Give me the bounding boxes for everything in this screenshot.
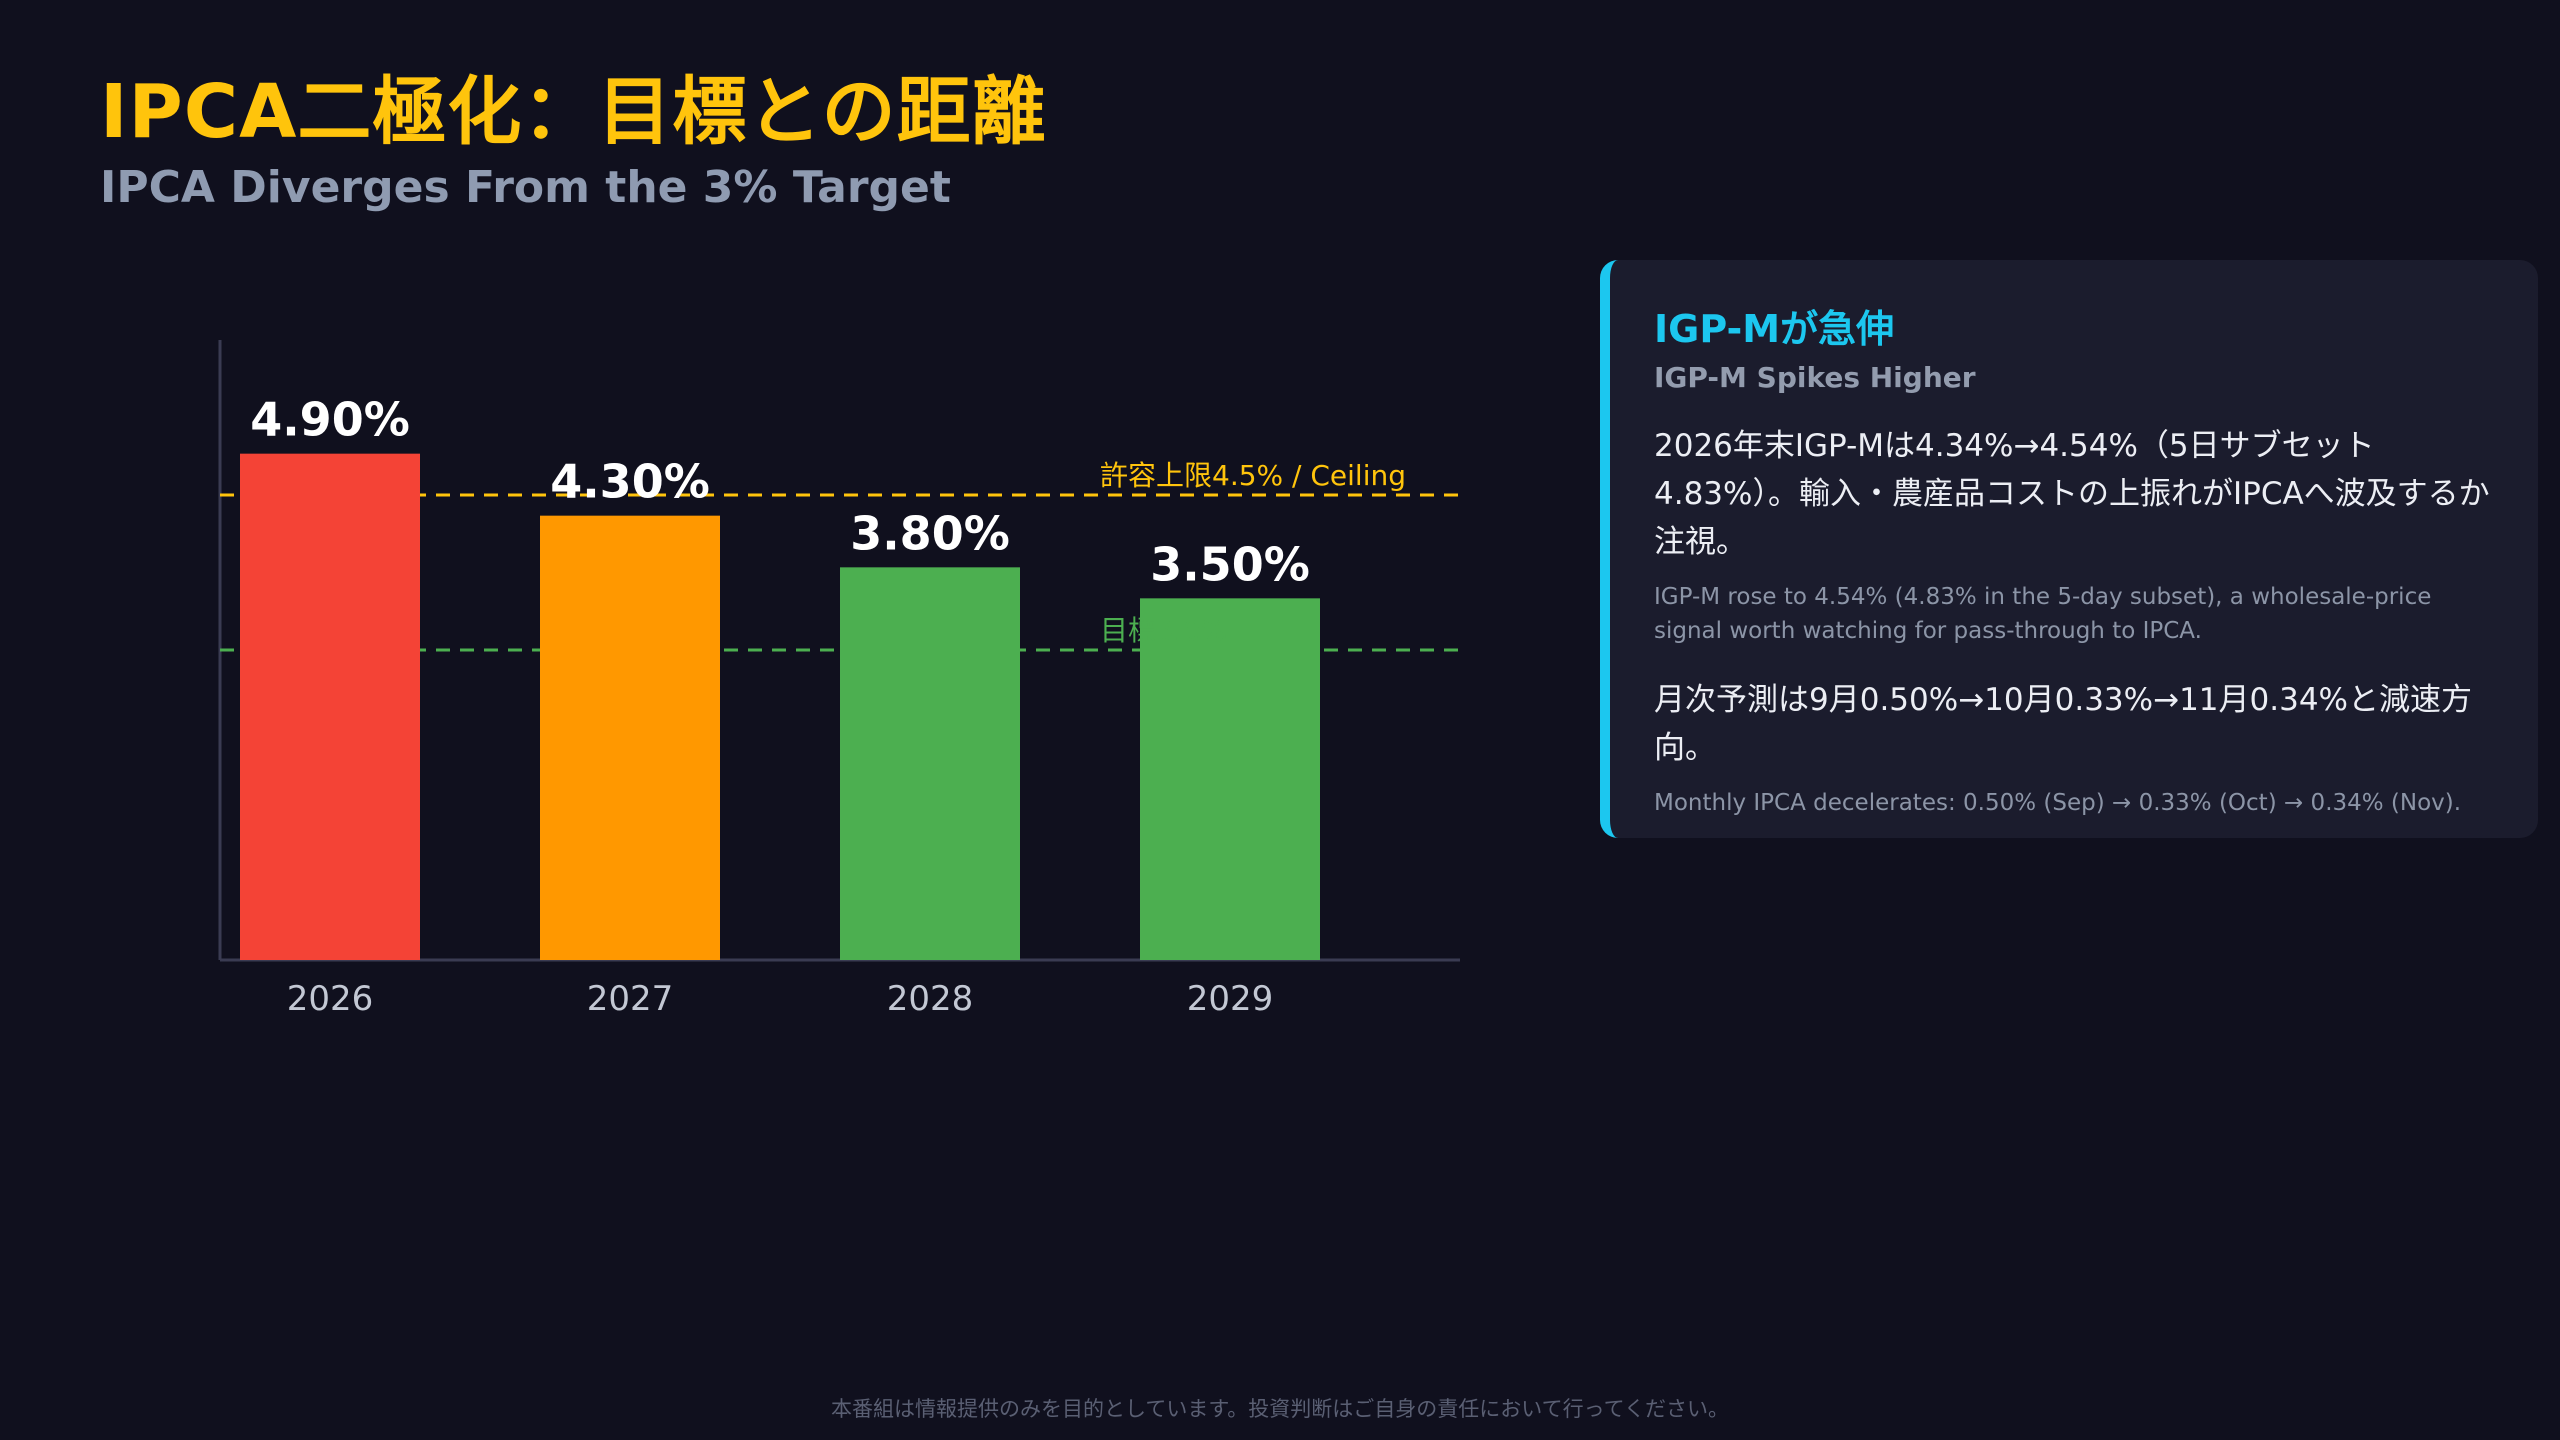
ipca-bar-chart: 4.90% 2026 4.30% 2027 3.80% 2028 3.50% 2029 許容上限… xyxy=(140,300,1480,1060)
card-paragraph-1-en: IGP-M rose to 4.54% (4.83% in the 5-day … xyxy=(1654,584,2432,644)
card-paragraph-2-jp: 月次予測は9月0.50%→10月0.33%→11月0.34%と減速方向。 xyxy=(1654,682,2473,766)
reference-line-label-2: 目標3.0% xyxy=(1100,614,1227,647)
card-paragraph-1-jp: 2026年末IGP-Mは4.34%→4.54%（5日サブセット4.83%）。輸入… xyxy=(1654,428,2490,560)
card-subtitle: IGP-M Spikes Higher xyxy=(1654,361,1976,394)
page-subtitle: IPCA Diverges From the 3% Target xyxy=(100,162,951,213)
bar-value-label-2028: 3.80% xyxy=(850,506,1010,560)
bar-value-label-2027: 4.30% xyxy=(550,455,710,509)
disclaimer: 本番組は情報提供のみを目的としています。投資判断はご自身の責任において行ってくだ… xyxy=(831,1397,1729,1421)
reference-line-label-1: 許容上限4.5% / Ceiling xyxy=(1100,459,1406,492)
card-paragraph-2-en: Monthly IPCA decelerates: 0.50% (Sep) → … xyxy=(1654,790,2462,816)
bar-2027 xyxy=(540,515,720,960)
bar-2029 xyxy=(1140,598,1320,960)
x-tick-label-2029: 2029 xyxy=(1187,979,1274,1019)
bar-value-label-2029: 3.50% xyxy=(1150,537,1310,591)
bar-2028 xyxy=(840,567,1020,960)
chart-canvas: 4.90% 2026 4.30% 2027 3.80% 2028 3.50% 2029 許容上限… xyxy=(218,340,1460,1019)
x-tick-label-2027: 2027 xyxy=(587,979,674,1019)
info-card: IGP-Mが急伸 IGP-M Spikes Higher 2026年末IGP-M… xyxy=(1600,260,2538,838)
bar-value-label-2026: 4.90% xyxy=(250,393,410,447)
x-tick-label-2028: 2028 xyxy=(887,979,974,1019)
bar-2026 xyxy=(240,453,420,960)
x-tick-label-2026: 2026 xyxy=(287,979,374,1019)
card-title: IGP-Mが急伸 xyxy=(1654,307,1895,351)
page-title: IPCA二極化：目標との距離 xyxy=(100,69,1047,155)
